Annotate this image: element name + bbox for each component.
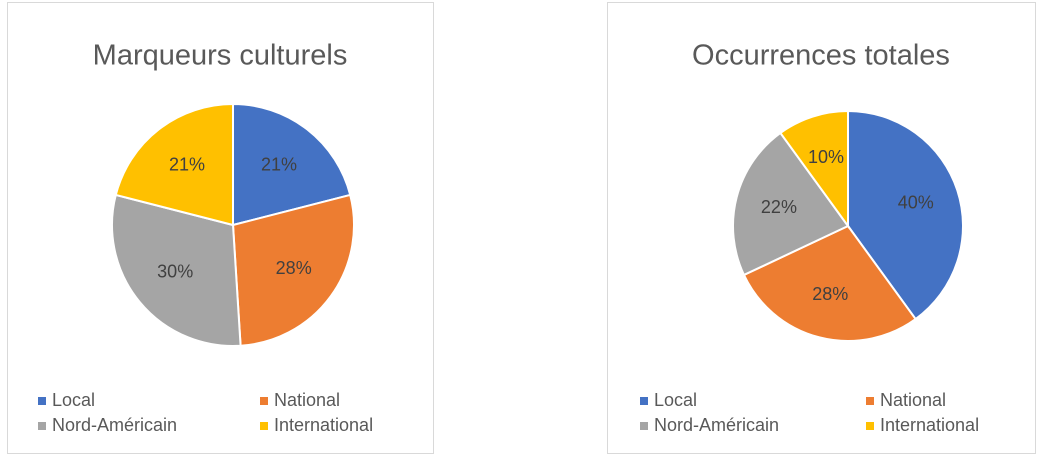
legend-label: International	[880, 415, 979, 435]
pie-slice	[231, 193, 355, 347]
legend-swatch	[640, 397, 648, 405]
data-label: 10%	[808, 147, 844, 167]
data-label: 22%	[761, 197, 797, 217]
pie-slice	[732, 131, 850, 277]
legend-label: National	[274, 390, 340, 410]
pie-slice	[111, 193, 242, 347]
pie-slice	[232, 102, 352, 227]
legend-swatch	[38, 422, 46, 430]
legend-swatch	[640, 422, 648, 430]
legend-label: National	[880, 390, 946, 410]
legend-label: Local	[52, 390, 95, 410]
legend-label: International	[274, 415, 373, 435]
data-label: 40%	[898, 193, 934, 213]
data-label: 28%	[812, 284, 848, 304]
pie-slice	[742, 224, 917, 342]
chart-title: Marqueurs culturels	[93, 40, 348, 72]
legend-swatch	[866, 397, 874, 405]
legend-swatch	[260, 397, 268, 405]
pie-slice	[847, 109, 964, 321]
data-label: 21%	[169, 154, 205, 174]
legend-swatch	[866, 422, 874, 430]
data-label: 28%	[276, 258, 312, 278]
data-label: 30%	[157, 262, 193, 282]
legend-label: Nord-Américain	[654, 415, 779, 435]
chart-title: Occurrences totales	[692, 40, 950, 72]
legend-swatch	[38, 397, 46, 405]
legend-swatch	[260, 422, 268, 430]
pie-slice	[779, 109, 849, 230]
pie-slice	[114, 102, 234, 227]
legend-label: Nord-Américain	[52, 415, 177, 435]
legend-label: Local	[654, 390, 697, 410]
data-label: 21%	[261, 154, 297, 174]
